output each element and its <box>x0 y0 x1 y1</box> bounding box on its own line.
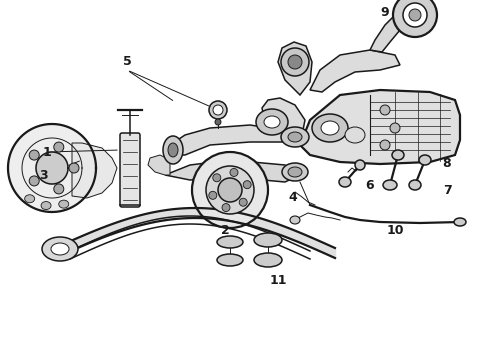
Ellipse shape <box>256 109 288 135</box>
Polygon shape <box>165 160 300 182</box>
Polygon shape <box>310 50 400 92</box>
Ellipse shape <box>41 202 51 210</box>
Ellipse shape <box>409 180 421 190</box>
Ellipse shape <box>243 181 251 189</box>
Ellipse shape <box>281 48 309 76</box>
Text: 4: 4 <box>289 190 297 203</box>
Polygon shape <box>370 15 405 52</box>
Polygon shape <box>148 155 170 175</box>
Text: 7: 7 <box>442 184 451 197</box>
Ellipse shape <box>383 180 397 190</box>
Polygon shape <box>170 125 300 155</box>
Ellipse shape <box>290 216 300 224</box>
Ellipse shape <box>209 101 227 119</box>
Polygon shape <box>278 42 312 95</box>
Polygon shape <box>8 124 96 212</box>
Ellipse shape <box>254 233 282 247</box>
Ellipse shape <box>403 3 427 27</box>
Ellipse shape <box>217 254 243 266</box>
Ellipse shape <box>168 143 178 157</box>
Ellipse shape <box>209 191 217 199</box>
Ellipse shape <box>29 150 39 160</box>
Ellipse shape <box>392 150 404 160</box>
Ellipse shape <box>192 152 268 228</box>
Text: 5: 5 <box>122 54 131 68</box>
Text: 10: 10 <box>386 224 404 237</box>
Ellipse shape <box>288 167 302 177</box>
Ellipse shape <box>218 178 242 202</box>
Polygon shape <box>36 152 68 184</box>
Ellipse shape <box>163 136 183 164</box>
Ellipse shape <box>419 155 431 165</box>
Ellipse shape <box>288 132 302 142</box>
Text: 3: 3 <box>39 168 48 181</box>
Ellipse shape <box>409 9 421 21</box>
Ellipse shape <box>254 253 282 267</box>
Ellipse shape <box>264 116 280 128</box>
Ellipse shape <box>281 127 309 147</box>
Ellipse shape <box>215 119 221 125</box>
Text: 11: 11 <box>269 274 287 287</box>
Text: 2: 2 <box>220 224 229 237</box>
Ellipse shape <box>217 236 243 248</box>
Ellipse shape <box>321 121 339 135</box>
Ellipse shape <box>59 200 69 208</box>
Ellipse shape <box>29 176 39 186</box>
Ellipse shape <box>393 0 437 37</box>
Ellipse shape <box>345 127 365 143</box>
Text: 9: 9 <box>381 5 390 18</box>
Ellipse shape <box>339 177 351 187</box>
Ellipse shape <box>230 168 238 176</box>
Polygon shape <box>72 143 117 198</box>
Ellipse shape <box>24 195 35 203</box>
Text: 1: 1 <box>43 145 51 158</box>
Ellipse shape <box>69 163 79 173</box>
Ellipse shape <box>213 105 223 115</box>
Ellipse shape <box>54 184 64 194</box>
Text: 6: 6 <box>366 179 374 192</box>
Ellipse shape <box>380 140 390 150</box>
Ellipse shape <box>239 198 247 206</box>
FancyBboxPatch shape <box>120 133 140 207</box>
Ellipse shape <box>288 55 302 69</box>
Ellipse shape <box>42 237 78 261</box>
Polygon shape <box>300 90 460 164</box>
Ellipse shape <box>312 114 348 142</box>
Ellipse shape <box>380 105 390 115</box>
Ellipse shape <box>390 123 400 133</box>
Ellipse shape <box>206 166 254 214</box>
Text: 8: 8 <box>442 157 451 170</box>
Ellipse shape <box>282 163 308 181</box>
Polygon shape <box>262 98 305 145</box>
Ellipse shape <box>51 243 69 255</box>
Ellipse shape <box>54 142 64 152</box>
Ellipse shape <box>454 218 466 226</box>
Ellipse shape <box>355 160 365 170</box>
Ellipse shape <box>222 203 230 212</box>
Ellipse shape <box>213 174 221 182</box>
